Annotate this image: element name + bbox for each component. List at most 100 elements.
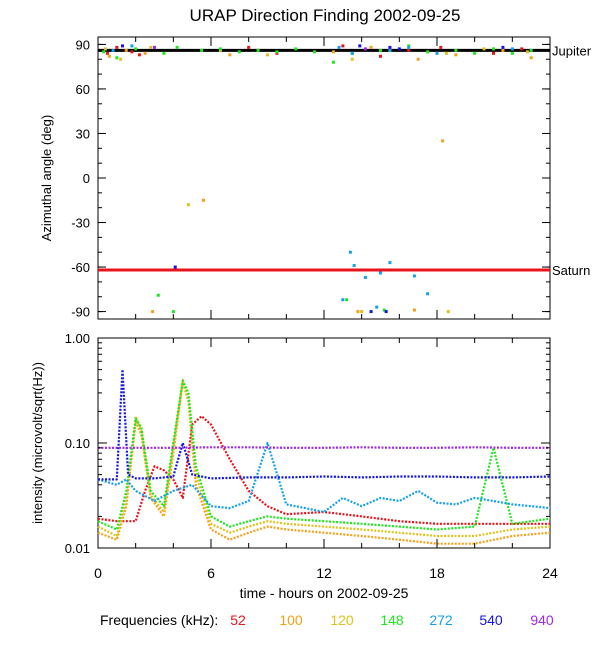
direction-point-100khz	[331, 50, 335, 54]
direction-point-148khz	[454, 48, 458, 52]
direction-point-100khz	[356, 310, 360, 314]
direction-point-120khz	[266, 53, 269, 57]
direction-point-100khz	[416, 57, 420, 61]
direction-point-120khz	[149, 45, 153, 49]
direction-point-52khz	[492, 51, 495, 55]
direction-point-100khz	[529, 56, 533, 60]
direction-point-100khz	[124, 48, 128, 52]
direction-point-52khz	[520, 47, 524, 51]
direction-point-100khz	[441, 139, 445, 143]
direction-point-148khz	[492, 47, 495, 51]
direction-point-148khz	[275, 50, 279, 54]
direction-point-272khz	[379, 271, 382, 275]
direction-point-272khz	[337, 45, 341, 49]
direction-y-tick-label: 30	[76, 126, 90, 141]
direction-y-tick-label: 60	[76, 82, 90, 97]
direction-point-100khz	[454, 53, 458, 57]
direction-point-272khz	[388, 48, 392, 52]
direction-point-148khz	[171, 310, 175, 314]
direction-point-940khz	[153, 45, 156, 49]
direction-y-tick-label: -90	[71, 305, 90, 320]
direction-point-272khz	[435, 51, 439, 55]
direction-point-148khz	[345, 298, 349, 302]
direction-point-148khz	[237, 50, 241, 54]
direction-point-148khz	[510, 51, 514, 55]
intensity-line-100khz	[97, 381, 551, 545]
direction-point-52khz	[137, 53, 141, 57]
direction-point-540khz	[120, 44, 124, 48]
x-tick-label: 18	[429, 565, 445, 581]
direction-point-148khz	[529, 48, 533, 52]
direction-point-100khz	[201, 198, 205, 202]
direction-point-120khz	[186, 203, 190, 207]
direction-point-148khz	[175, 45, 179, 49]
direction-point-52khz	[105, 51, 109, 55]
direction-point-272khz	[388, 261, 392, 265]
direction-axes: 90 60 30 0 -30 -60 -90	[71, 37, 551, 320]
direction-point-272khz	[375, 305, 379, 309]
direction-point-272khz	[412, 274, 416, 278]
intensity-y-tick-label: 0.01	[65, 541, 90, 556]
direction-point-540khz	[173, 265, 177, 269]
reference-label-saturn: Saturn	[552, 263, 590, 278]
direction-y-tick-label: 0	[83, 171, 90, 186]
direction-point-52khz	[183, 268, 187, 272]
direction-point-52khz	[247, 45, 251, 49]
direction-point-148khz	[382, 308, 386, 312]
legend-entries: 52 100 120 148 272 540 940	[230, 612, 554, 628]
intensity-line-940khz	[98, 446, 550, 449]
direction-point-148khz	[134, 47, 138, 51]
intensity-y-axis-label: intensity (microvolt/sqrt(Hz))	[30, 362, 45, 524]
direction-point-940khz	[363, 47, 367, 51]
direction-point-272khz	[363, 275, 367, 279]
direction-point-120khz	[525, 50, 529, 54]
intensity-y-tick-label: 0.10	[65, 436, 90, 451]
direction-frame	[97, 36, 551, 320]
direction-point-272khz	[341, 298, 345, 302]
direction-point-148khz	[156, 293, 160, 297]
direction-point-52khz	[130, 50, 134, 54]
direction-point-100khz	[412, 308, 416, 312]
direction-point-100khz	[107, 54, 111, 58]
legend-entry-120khz: 120	[330, 612, 354, 628]
direction-point-148khz	[331, 60, 335, 64]
direction-y-tick-label: 90	[76, 37, 90, 52]
intensity-line-120khz	[97, 378, 551, 538]
direction-point-272khz	[407, 45, 411, 49]
legend-entry-540khz: 540	[479, 612, 503, 628]
intensity-line-272khz	[97, 441, 551, 514]
legend-entry-272khz: 272	[429, 612, 453, 628]
direction-point-120khz	[482, 47, 486, 51]
direction-point-148khz	[379, 48, 382, 52]
direction-point-540khz	[358, 44, 362, 48]
direction-y-tick-label: -60	[71, 260, 90, 275]
x-tick-labels: 0 6 12 18 24	[94, 565, 558, 581]
direction-point-148khz	[426, 50, 430, 54]
direction-point-120khz	[119, 57, 123, 61]
direction-point-540khz	[388, 45, 392, 49]
direction-point-52khz	[439, 45, 443, 49]
reference-label-jupiter: Jupiter	[552, 43, 592, 58]
direction-point-540khz	[369, 310, 373, 314]
direction-point-540khz	[384, 310, 388, 314]
direction-point-120khz	[104, 47, 108, 51]
direction-point-100khz	[151, 310, 155, 314]
direction-point-148khz	[294, 47, 298, 51]
direction-point-120khz	[360, 310, 364, 314]
direction-point-148khz	[473, 51, 477, 55]
direction-point-120khz	[446, 310, 450, 314]
direction-point-100khz	[501, 48, 505, 52]
intensity-y-tick-label: 1.00	[65, 331, 90, 346]
direction-point-100khz	[143, 51, 147, 55]
direction-point-272khz	[111, 48, 115, 52]
legend-entry-52khz: 52	[230, 612, 246, 628]
direction-point-52khz	[379, 54, 382, 58]
direction-point-120khz	[444, 51, 448, 55]
direction-point-148khz	[102, 50, 106, 54]
intensity-line-540khz	[98, 368, 551, 481]
intensity-line-148khz	[97, 379, 551, 531]
direction-point-52khz	[341, 44, 345, 48]
direction-point-52khz	[115, 45, 119, 49]
direction-point-100khz	[228, 53, 232, 57]
